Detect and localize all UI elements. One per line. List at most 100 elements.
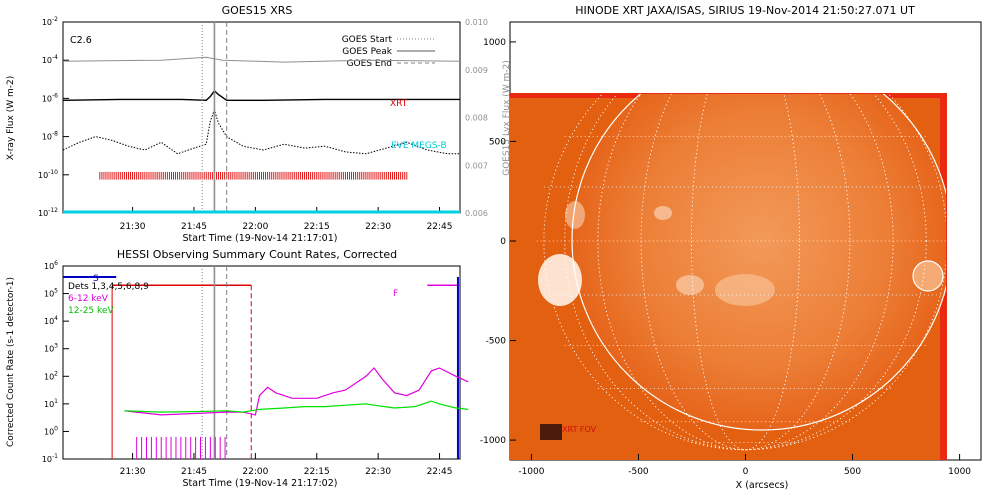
xrt-x-tick-label: 1000 — [948, 467, 971, 477]
hessi-x-axis-label: Start Time (19-Nov-14 21:17:02) — [183, 478, 338, 489]
heliographic-grid — [536, 94, 946, 451]
hessi-y-tick-exponent: 0 — [54, 425, 58, 432]
active-region-circle — [912, 260, 944, 292]
goes-x-tick-label: 21:30 — [120, 222, 146, 232]
goes-y-tick-exponent: -4 — [52, 54, 58, 61]
xrt-panel-title: HINODE XRT JAXA/ISAS, SIRIUS 19-Nov-2014… — [575, 4, 915, 17]
grid-longitude — [597, 94, 894, 451]
limb-flare-east — [538, 254, 582, 306]
goes-y-tick-label: 10-6 — [42, 92, 58, 103]
solar-disk — [572, 94, 946, 430]
hessi-flag-s: S — [93, 274, 99, 284]
hessi-y-tick-exponent: 6 — [54, 260, 58, 267]
hessi-y-axis-label: Corrected Count Rate (s-1 detector-1) — [6, 277, 16, 447]
goes-right-y-tick-label: 0.007 — [465, 161, 488, 170]
hessi-legend-12-25: 12-25 keV — [68, 306, 114, 316]
xrt-y-tick-label: 500 — [489, 137, 506, 147]
hessi-x-tick-label: 22:45 — [427, 467, 453, 477]
xrt-image-panel: HINODE XRT JAXA/ISAS, SIRIUS 19-Nov-2014… — [480, 4, 982, 491]
legend-goes-end: GOES End — [347, 59, 392, 69]
hessi-x-tick-labels: 21:30 21:45 22:00 22:15 22:30 22:45 — [120, 453, 453, 477]
grid-longitude — [640, 94, 851, 451]
solar-limb — [571, 94, 946, 431]
goes-right-y-tick-label: 0.009 — [465, 66, 488, 75]
hessi-panel-title: HESSI Observing Summary Count Rates, Cor… — [117, 248, 397, 261]
hessi-y-tick-label: 102 — [44, 370, 58, 381]
hessi-y-tick-label: 100 — [44, 425, 58, 436]
goes-y-tick-exponent: -12 — [48, 207, 58, 214]
bright-region-left — [676, 275, 704, 295]
grid-longitude — [564, 94, 927, 451]
bright-region-upper — [654, 206, 672, 220]
xrt-x-tick-label: 0 — [743, 467, 749, 477]
xrt-y-tick-labels: -1000 -500 0 500 1000 — [480, 38, 516, 446]
xrt-y-tick-label: -1000 — [480, 436, 506, 446]
goes-xrs-panel: GOES15 XRS 10-12 10-10 10-8 10-6 10-4 10-2 0.… — [6, 4, 512, 244]
goes-time-markers — [201, 22, 228, 213]
hessi-series-6-12-kev — [124, 367, 469, 416]
hessi-flag-f: F — [393, 289, 398, 299]
goes-x-tick-label: 22:45 — [427, 222, 453, 232]
hessi-x-tick-label: 22:30 — [365, 467, 391, 477]
goes-y-tick-exponent: -6 — [52, 92, 58, 99]
series-line-goes-1-8-a — [62, 56, 461, 63]
hessi-y-tick-exponent: 4 — [54, 315, 58, 322]
goes-y-tick-exponent: -10 — [48, 169, 58, 176]
goes-right-y-tick-label: 0.008 — [465, 114, 488, 123]
hessi-y-tick-label: 103 — [44, 343, 58, 354]
goes-x-tick-label: 22:15 — [304, 222, 330, 232]
hessi-x-tick-label: 21:30 — [120, 467, 146, 477]
hessi-legend-dets: Dets 1,3,4,5,6,8,9 — [68, 282, 149, 292]
hessi-panel: HESSI Observing Summary Count Rates, Cor… — [6, 248, 469, 489]
xrt-x-tick-label: 500 — [844, 467, 861, 477]
hessi-y-tick-exponent: 5 — [54, 288, 58, 295]
goes-right-y-tick-labels: 0.006 0.007 0.008 0.009 0.010 — [465, 18, 488, 218]
hessi-y-tick-label: 10-1 — [42, 453, 58, 464]
goes-x-axis-label: Start Time (19-Nov-14 21:17:01) — [183, 233, 338, 244]
goes-y-tick-label: 10-2 — [42, 16, 58, 27]
hessi-y-tick-label: 104 — [44, 315, 58, 326]
xrt-y-tick-label: -500 — [486, 337, 507, 347]
hessi-x-tick-label: 22:15 — [304, 467, 330, 477]
xrt-x-tick-labels: -1000 -500 0 500 1000 — [518, 454, 971, 477]
goes-y-tick-label: 10-10 — [38, 169, 58, 180]
hessi-y-tick-label: 106 — [44, 260, 58, 271]
goes-y-tick-label: 10-8 — [42, 131, 58, 142]
goes-y-tick-labels: 10-12 10-10 10-8 10-6 10-4 10-2 — [38, 16, 69, 218]
goes-y-axis-label: X-ray Flux (W m-2) — [6, 76, 16, 160]
hessi-y-tick-exponent: -1 — [52, 453, 58, 460]
hessi-x-tick-label: 22:00 — [242, 467, 268, 477]
hessi-plot-frame — [62, 265, 461, 460]
series-label-xrt: XRT — [390, 99, 408, 109]
hessi-y-tick-exponent: 2 — [54, 370, 58, 377]
series-label-eve: EVE MEGS-B — [391, 141, 447, 151]
dark-patch — [540, 424, 562, 440]
hessi-y-tick-exponent: 3 — [54, 343, 58, 350]
xrt-x-tick-label: -1000 — [518, 467, 544, 477]
hessi-y-tick-label: 101 — [44, 398, 58, 409]
goes-y-tick-exponent: -8 — [52, 131, 58, 138]
xrt-y-tick-label: 0 — [500, 237, 506, 247]
goes-y-tick-exponent: -2 — [52, 16, 58, 23]
series-line-eve-megs-b — [62, 108, 460, 155]
xrt-x-axis-label: X (arcsecs) — [736, 480, 789, 491]
series-line-xrt — [62, 89, 460, 102]
bright-region-center — [715, 274, 775, 306]
legend-goes-start: GOES Start — [342, 35, 393, 45]
hessi-legend-6-12: 6-12 keV — [68, 294, 109, 304]
goes-right-axis-label: GOES15 Lyx Flux (W m-2) — [502, 60, 512, 176]
hessi-x-tick-label: 21:45 — [181, 467, 207, 477]
hessi-series-layer — [63, 266, 469, 459]
grid-longitude — [543, 94, 946, 451]
goes-x-tick-labels: 21:30 21:45 22:00 22:15 22:30 22:45 — [120, 207, 453, 232]
goes-x-tick-label: 22:30 — [365, 222, 391, 232]
limb-glow-east — [565, 201, 585, 229]
goes-series-layer — [62, 56, 461, 180]
goes-flare-class: C2.6 — [70, 35, 92, 46]
xrt-fov-label: XRT FOV — [562, 425, 597, 434]
goes-right-y-tick-label: 0.010 — [465, 18, 488, 27]
xrt-y-tick-label: 1000 — [483, 38, 506, 48]
hessi-series-12-25-kev — [124, 400, 469, 413]
